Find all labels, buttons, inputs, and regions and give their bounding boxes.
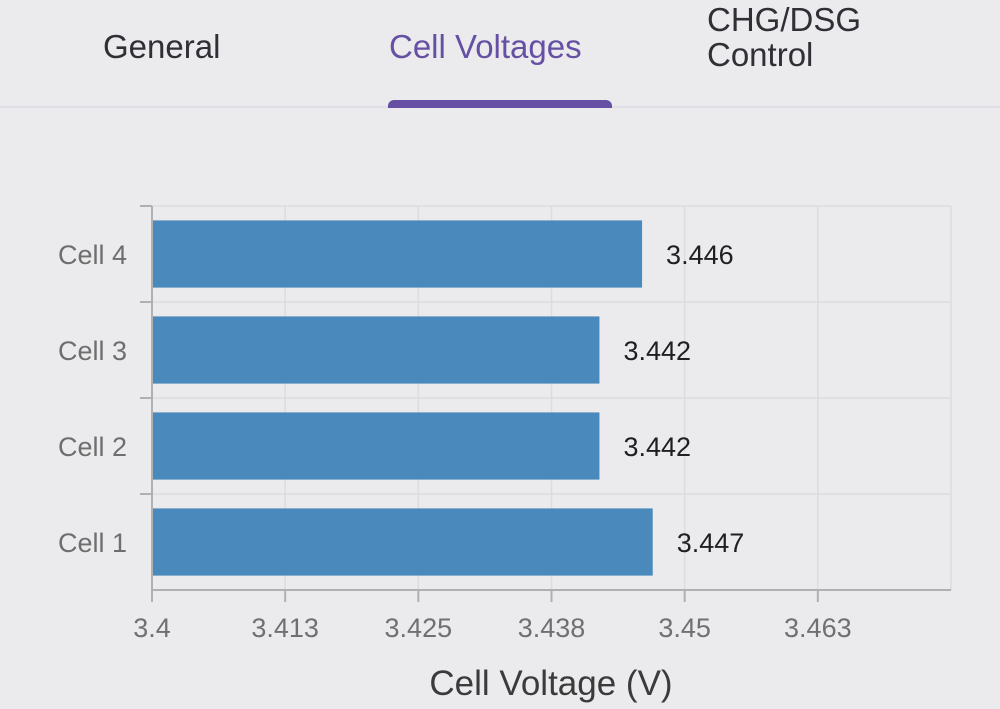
bar-cell-2[interactable]: [152, 412, 600, 480]
bar-cell-1[interactable]: [152, 508, 653, 576]
bar-cell-3[interactable]: [152, 316, 600, 384]
x-tick-label: 3.425: [385, 613, 453, 643]
y-tick-label: Cell 1: [58, 528, 127, 558]
tab-chg-dsg-control-line-2: Control: [707, 36, 814, 73]
tab-chg-dsg-control[interactable]: CHG/DSG Control: [707, 2, 861, 72]
y-tick-label: Cell 3: [58, 336, 127, 366]
y-tick-label: Cell 2: [58, 432, 127, 462]
data-label: 3.442: [623, 432, 691, 462]
x-tick-label: 3.438: [518, 613, 586, 643]
tab-chg-dsg-control-line-1: CHG/DSG: [707, 1, 862, 38]
data-label: 3.446: [666, 240, 734, 270]
tab-general[interactable]: General: [103, 28, 221, 65]
x-tick-label: 3.413: [251, 613, 319, 643]
tab-bar: General Cell Voltages CHG/DSG Control: [0, 0, 1000, 108]
x-tick-label: 3.4: [133, 613, 171, 643]
bar-cell-4[interactable]: [152, 220, 643, 288]
x-tick-label: 3.463: [784, 613, 852, 643]
data-label: 3.442: [623, 336, 691, 366]
active-tab-indicator: [388, 100, 612, 108]
y-tick-label: Cell 4: [58, 240, 127, 270]
tab-cell-voltages[interactable]: Cell Voltages: [389, 28, 582, 65]
data-label: 3.447: [677, 528, 745, 558]
chart-bars: 3.447 3.442 3.442 3.446: [152, 220, 745, 576]
chart-axes: Cell 1 Cell 2 Cell 3 Cell 4 3.4 3.413 3.425 3.4…: [58, 205, 951, 643]
x-tick-label: 3.45: [658, 613, 711, 643]
x-axis-title: Cell Voltage (V): [429, 664, 672, 703]
